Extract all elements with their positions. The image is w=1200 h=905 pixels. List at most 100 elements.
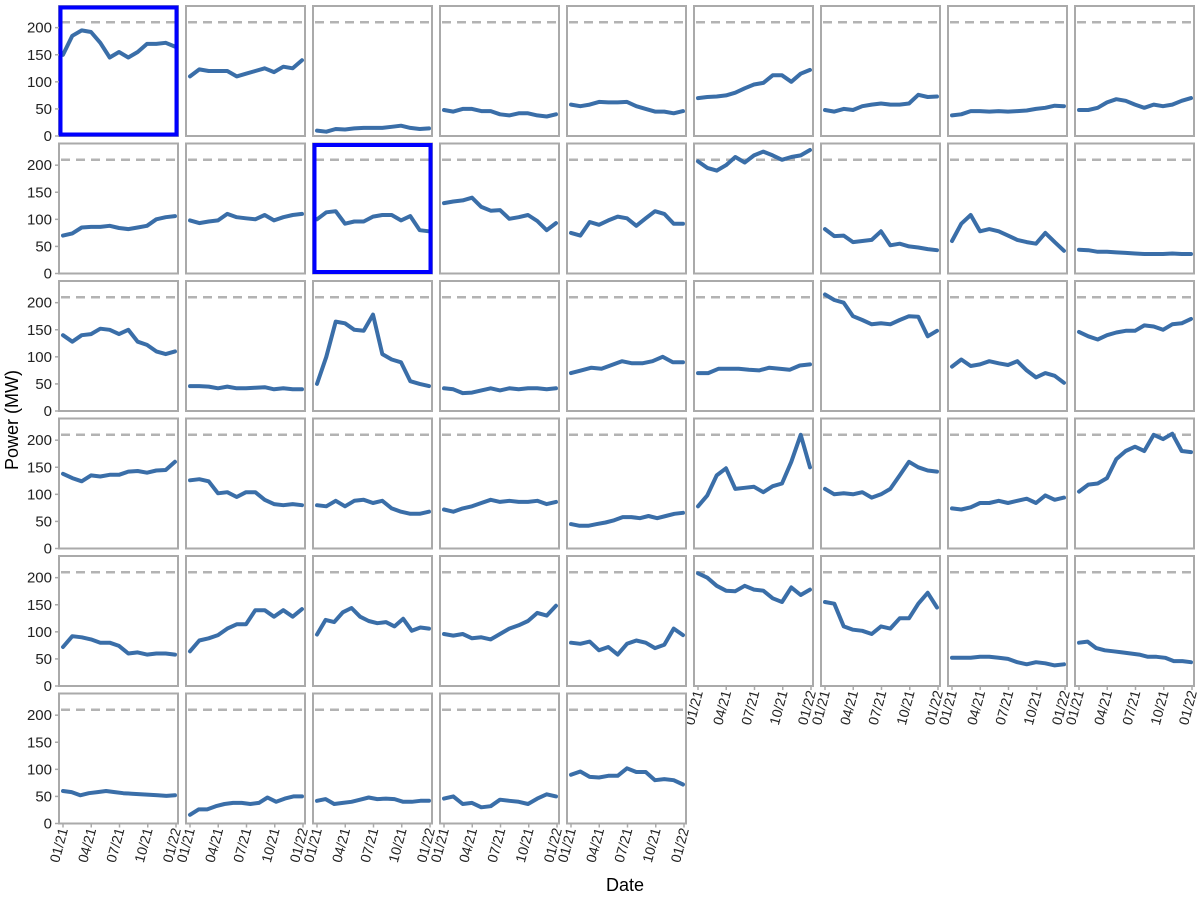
y-tick-label: 200 [27, 432, 52, 449]
panel-32 [566, 417, 687, 550]
x-tick-label: 04/21 [837, 688, 862, 726]
panel-frame [185, 280, 306, 412]
y-tick-label: 50 [35, 651, 52, 668]
x-tick-label: 10/21 [1020, 688, 1045, 726]
series-line [61, 28, 177, 60]
series-line [950, 493, 1066, 512]
series-line [950, 654, 1066, 668]
y-axis-title: Power (MW) [2, 370, 22, 470]
panel-7 [820, 5, 941, 137]
panel-frame [947, 142, 1068, 275]
panel-frame [566, 692, 687, 825]
panel-frame [312, 5, 433, 137]
y-tick-label: 0 [44, 816, 52, 833]
panel-35 [947, 417, 1068, 550]
panel-26 [947, 280, 1068, 412]
panel-frame [693, 5, 814, 137]
panel-50: 01/21 04/21 07/21 10/21 01/22 [554, 692, 692, 864]
panel-1: 0 50 100 150 200 [27, 5, 179, 145]
panel-frame [820, 5, 941, 137]
series-line [950, 213, 1066, 253]
panel-frame [693, 280, 814, 412]
y-tick-label: 100 [27, 761, 52, 778]
series-line [442, 386, 558, 396]
x-tick-label: 04/21 [1091, 688, 1116, 726]
panel-frame [566, 555, 687, 687]
x-tick-label: 10/21 [639, 826, 664, 864]
series-line [696, 148, 812, 173]
series-line [1077, 247, 1193, 256]
panel-27 [1074, 280, 1195, 412]
series-line [188, 58, 304, 79]
series-line [315, 312, 431, 389]
x-tick-label: 10/21 [512, 826, 537, 864]
panel-frame [185, 417, 306, 550]
y-tick-label: 200 [27, 20, 52, 37]
panel-9 [1074, 5, 1195, 137]
panel-8 [947, 5, 1068, 137]
series-line [442, 195, 558, 233]
panel-24 [693, 280, 814, 412]
panel-18 [1074, 142, 1195, 275]
series-line [61, 634, 177, 657]
highlight-box [312, 143, 433, 274]
series-line [569, 626, 685, 657]
panel-10: 0 50 100 150 200 [27, 142, 179, 283]
x-tick-label: 10/21 [385, 826, 410, 864]
panel-41 [566, 555, 687, 687]
panel-frame [58, 5, 179, 137]
y-tick-label: 150 [27, 734, 52, 751]
series-line [61, 789, 177, 798]
panel-17 [947, 142, 1068, 275]
panel-30 [312, 417, 433, 550]
panels-layer: 0 50 100 150 200 0 50 100 150 200 0 50 100 150 200 0 50 1… [27, 5, 1200, 864]
panel-11 [185, 142, 306, 275]
x-tick-label: 10/21 [766, 688, 791, 726]
y-tick-label: 100 [27, 486, 52, 503]
panel-40 [439, 555, 560, 687]
panel-frame [439, 417, 560, 550]
panel-frame [820, 555, 941, 687]
panel-frame [1074, 5, 1195, 137]
panel-33 [693, 417, 814, 550]
panel-48: 01/21 04/21 07/21 10/21 01/22 [300, 692, 438, 864]
x-tick-label: 04/21 [75, 826, 100, 864]
series-line [315, 795, 431, 806]
x-tick-label: 04/21 [456, 826, 481, 864]
panel-43: 01/21 04/21 07/21 10/21 01/22 [808, 555, 946, 727]
y-tick-label: 150 [27, 322, 52, 339]
panel-frame [1074, 280, 1195, 412]
panel-frame [566, 280, 687, 412]
panel-23 [566, 280, 687, 412]
panel-frame [820, 417, 941, 550]
y-tick-label: 0 [44, 541, 52, 558]
panel-frame [693, 142, 814, 275]
y-tick-label: 100 [27, 624, 52, 641]
series-line [61, 214, 177, 238]
series-line [569, 354, 685, 376]
panel-frame [58, 417, 179, 550]
panel-frame [693, 555, 814, 687]
series-line [442, 603, 558, 642]
panel-29 [185, 417, 306, 550]
x-tick-label: 07/21 [103, 826, 128, 864]
x-tick-label: 04/21 [202, 826, 227, 864]
panel-frame [312, 417, 433, 550]
panel-45: 01/21 04/21 07/21 10/21 01/22 [1062, 555, 1200, 727]
panel-frame [947, 417, 1068, 550]
y-tick-label: 100 [27, 349, 52, 366]
panel-frame [439, 692, 560, 825]
panel-frame [58, 142, 179, 275]
series-line [61, 326, 177, 357]
series-line [442, 497, 558, 514]
series-line [188, 607, 304, 654]
panel-frame [185, 142, 306, 275]
panel-frame [947, 280, 1068, 412]
series-line [188, 384, 304, 392]
y-tick-label: 0 [44, 128, 52, 145]
panel-39 [312, 555, 433, 687]
panel-frame [566, 417, 687, 550]
series-line [569, 209, 685, 238]
series-line [442, 792, 558, 810]
x-tick-label: 04/21 [583, 826, 608, 864]
